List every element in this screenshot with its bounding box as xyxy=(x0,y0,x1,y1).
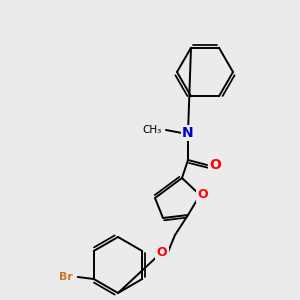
Text: O: O xyxy=(209,158,221,172)
Text: O: O xyxy=(157,245,167,259)
Text: CH₃: CH₃ xyxy=(142,125,162,135)
Text: Br: Br xyxy=(59,272,73,282)
Text: O: O xyxy=(198,188,208,202)
Text: N: N xyxy=(182,126,194,140)
